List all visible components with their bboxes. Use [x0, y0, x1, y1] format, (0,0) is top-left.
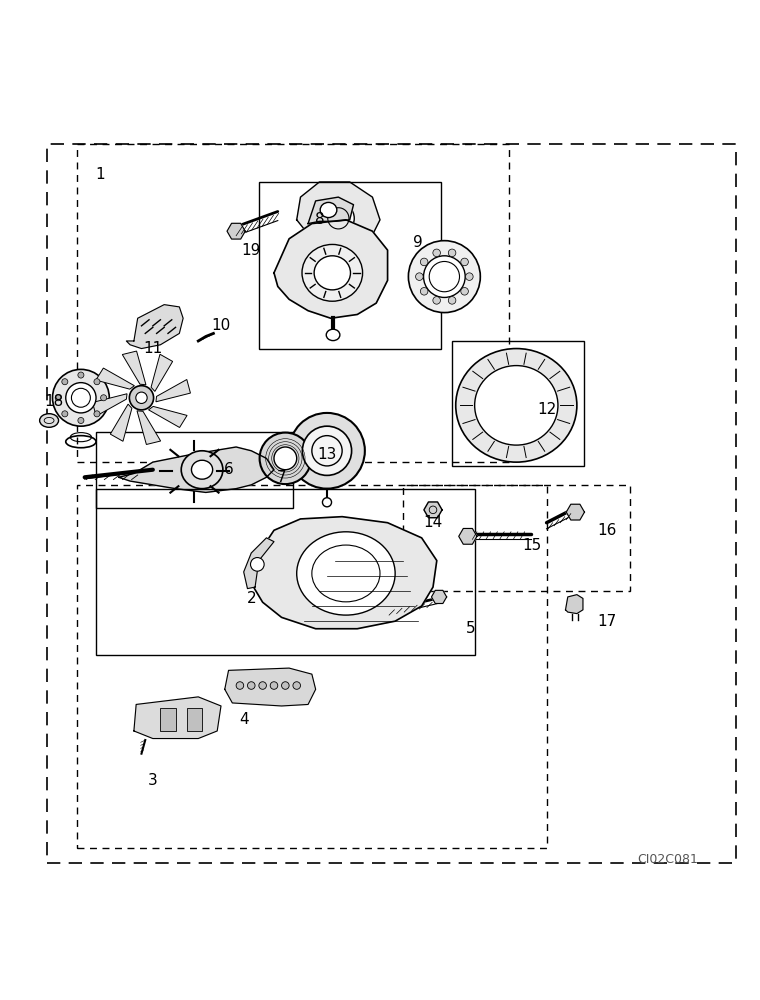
Ellipse shape	[322, 202, 354, 234]
Polygon shape	[122, 351, 146, 385]
Ellipse shape	[100, 395, 106, 401]
Text: 2: 2	[246, 591, 256, 606]
Ellipse shape	[448, 249, 456, 257]
Text: 14: 14	[423, 515, 442, 530]
Text: 11: 11	[143, 341, 163, 356]
FancyBboxPatch shape	[160, 708, 176, 731]
Ellipse shape	[271, 682, 277, 689]
Ellipse shape	[433, 249, 441, 257]
Text: 7: 7	[277, 470, 287, 485]
Ellipse shape	[416, 273, 423, 280]
Ellipse shape	[302, 244, 363, 301]
Ellipse shape	[192, 460, 213, 479]
Ellipse shape	[281, 682, 289, 689]
Polygon shape	[148, 406, 187, 427]
Polygon shape	[119, 447, 274, 492]
Ellipse shape	[326, 329, 340, 341]
Ellipse shape	[94, 379, 100, 385]
Ellipse shape	[293, 682, 300, 689]
Ellipse shape	[136, 392, 147, 403]
Text: 19: 19	[242, 243, 261, 258]
Ellipse shape	[52, 369, 109, 426]
Ellipse shape	[251, 558, 264, 571]
Polygon shape	[308, 197, 353, 224]
Ellipse shape	[248, 682, 255, 689]
Polygon shape	[274, 220, 388, 318]
Text: 9: 9	[413, 235, 423, 250]
Ellipse shape	[78, 372, 84, 378]
Polygon shape	[134, 697, 221, 739]
Text: 16: 16	[597, 523, 617, 538]
Ellipse shape	[129, 386, 154, 410]
Ellipse shape	[461, 258, 468, 266]
Ellipse shape	[408, 241, 480, 313]
Polygon shape	[225, 668, 315, 706]
Ellipse shape	[448, 297, 456, 304]
Ellipse shape	[466, 273, 473, 280]
Text: 3: 3	[148, 773, 158, 788]
Polygon shape	[566, 504, 584, 520]
FancyBboxPatch shape	[187, 708, 202, 731]
Ellipse shape	[420, 258, 428, 266]
Polygon shape	[93, 394, 127, 416]
Ellipse shape	[236, 682, 244, 689]
Ellipse shape	[456, 349, 577, 462]
Text: 10: 10	[211, 318, 230, 333]
Text: 4: 4	[239, 712, 249, 727]
Ellipse shape	[260, 433, 311, 484]
Ellipse shape	[302, 426, 352, 475]
Ellipse shape	[423, 256, 465, 297]
Polygon shape	[227, 223, 245, 239]
Ellipse shape	[274, 447, 296, 470]
Ellipse shape	[55, 395, 62, 401]
Text: 8: 8	[315, 212, 325, 227]
Ellipse shape	[433, 297, 441, 304]
Text: 15: 15	[522, 538, 541, 553]
Ellipse shape	[314, 256, 350, 290]
Polygon shape	[126, 305, 183, 349]
Polygon shape	[432, 590, 447, 603]
Text: 18: 18	[45, 394, 64, 409]
Text: 1: 1	[95, 167, 105, 182]
Ellipse shape	[40, 414, 59, 427]
Ellipse shape	[78, 417, 84, 424]
Text: CI02C081: CI02C081	[638, 853, 698, 866]
Text: 12: 12	[537, 402, 556, 417]
Polygon shape	[565, 595, 583, 614]
Ellipse shape	[420, 288, 428, 295]
Polygon shape	[424, 502, 442, 518]
Ellipse shape	[62, 379, 68, 385]
Ellipse shape	[322, 498, 331, 507]
Ellipse shape	[66, 383, 96, 413]
Polygon shape	[252, 517, 437, 629]
Ellipse shape	[259, 682, 267, 689]
Ellipse shape	[94, 411, 100, 417]
Polygon shape	[244, 538, 274, 589]
Polygon shape	[459, 528, 477, 544]
Polygon shape	[296, 182, 380, 250]
Ellipse shape	[475, 366, 558, 445]
Text: 6: 6	[223, 462, 233, 477]
Text: 5: 5	[466, 621, 476, 636]
Ellipse shape	[181, 451, 223, 489]
Polygon shape	[137, 411, 160, 444]
Ellipse shape	[296, 532, 395, 615]
Polygon shape	[96, 368, 135, 389]
Ellipse shape	[461, 288, 468, 295]
Ellipse shape	[289, 413, 365, 489]
Ellipse shape	[320, 202, 337, 218]
Polygon shape	[156, 379, 191, 402]
Text: 13: 13	[318, 447, 337, 462]
Polygon shape	[110, 404, 132, 441]
Ellipse shape	[62, 411, 68, 417]
Polygon shape	[151, 354, 173, 391]
Text: 17: 17	[597, 614, 617, 629]
